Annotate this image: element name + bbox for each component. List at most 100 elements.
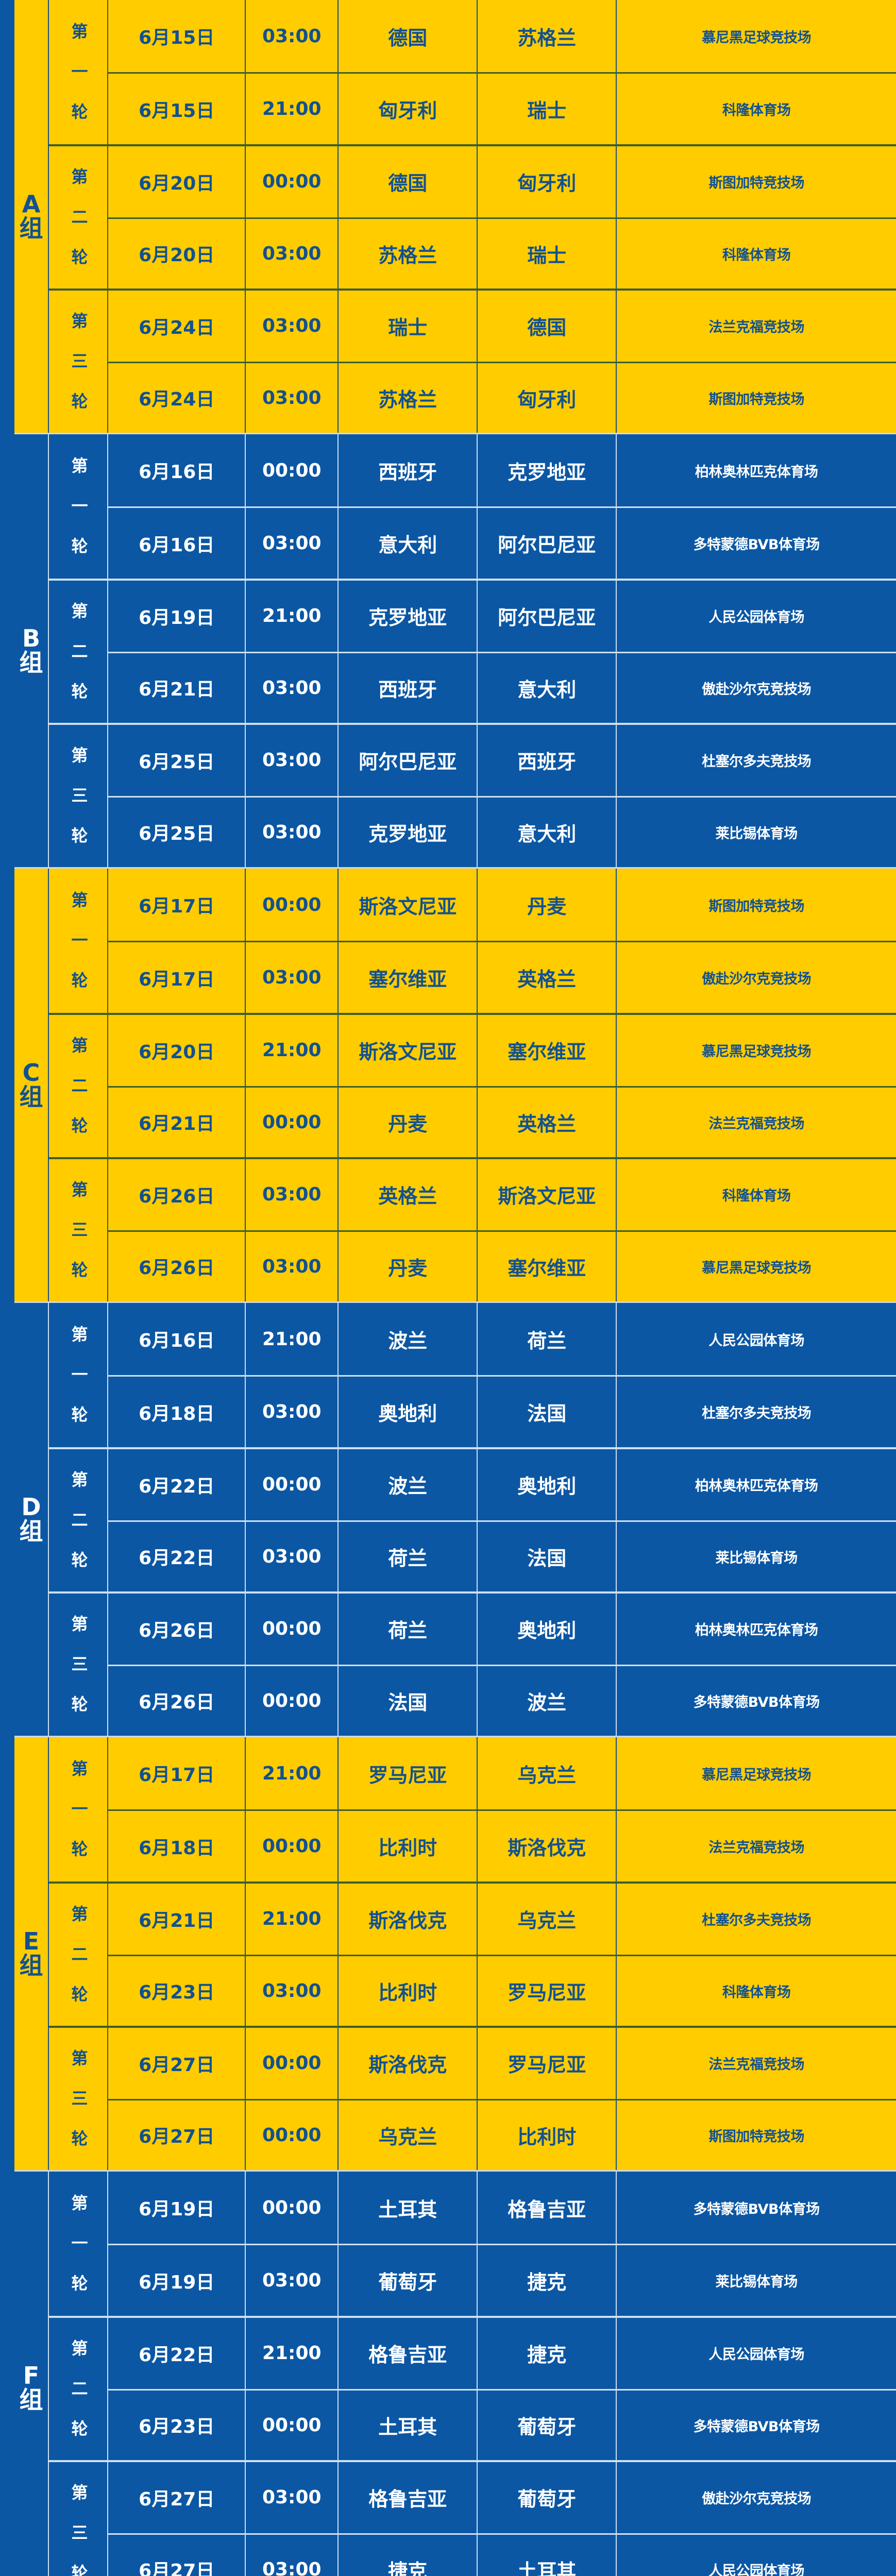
match-date: 6月22日 — [108, 1522, 245, 1591]
match-date: 6月27日 — [108, 2100, 245, 2170]
match-date-text: 6月22日 — [139, 1476, 215, 1497]
match-venue-text: 科隆体育场 — [722, 247, 791, 263]
match-team-home: 波兰 — [337, 1303, 477, 1375]
match-team-away: 阿尔巴尼亚 — [477, 508, 616, 579]
round-label: 第 三 轮 — [69, 2484, 89, 2576]
match-venue-text: 傲赴沙尔克竞技场 — [702, 681, 812, 698]
match-team-away: 瑞士 — [477, 74, 616, 144]
match-team-away-text: 格鲁吉亚 — [508, 2198, 586, 2221]
group-section-e: E 组 第 一 轮 6月17日 21:00 罗马尼亚 乌克兰 慕尼黑足球竞技场 6月18日 00… — [0, 1737, 896, 2172]
match-venue-text: 杜塞尔多夫竞技场 — [702, 754, 812, 770]
table-row[interactable]: 6月18日 00:00 比利时 斯洛伐克 法兰克福竞技场 — [108, 1809, 896, 1882]
table-row[interactable]: 6月21日 03:00 西班牙 意大利 傲赴沙尔克竞技场 — [108, 651, 896, 723]
table-row[interactable]: 6月25日 03:00 阿尔巴尼亚 西班牙 杜塞尔多夫竞技场 — [108, 725, 896, 796]
round-list: 第 一 轮 6月17日 00:00 斯洛文尼亚 丹麦 斯图加特竞技场 6月17日 03:00 塞… — [49, 869, 896, 1301]
match-venue-text: 法兰克福竞技场 — [708, 319, 804, 336]
table-row[interactable]: 6月18日 03:00 奥地利 法国 杜塞尔多夫竞技场 — [108, 1375, 896, 1447]
match-date: 6月17日 — [108, 869, 245, 941]
table-row[interactable]: 6月17日 03:00 塞尔维亚 英格兰 傲赴沙尔克竞技场 — [108, 941, 896, 1013]
match-team-away-text: 罗马尼亚 — [508, 1981, 586, 2004]
match-date: 6月15日 — [108, 74, 245, 144]
match-team-home-text: 奥地利 — [378, 1402, 437, 1425]
group-label-cell-d: D 组 — [0, 1303, 49, 1736]
table-row[interactable]: 6月15日 21:00 匈牙利 瑞士 科隆体育场 — [108, 72, 896, 144]
table-row[interactable]: 6月26日 00:00 法国 波兰 多特蒙德BVB体育场 — [108, 1664, 896, 1736]
table-row[interactable]: 6月17日 21:00 罗马尼亚 乌克兰 慕尼黑足球竞技场 — [108, 1737, 896, 1809]
table-row[interactable]: 6月22日 00:00 波兰 奥地利 柏林奥林匹克体育场 — [108, 1449, 896, 1520]
match-team-away: 法国 — [477, 1377, 616, 1447]
round-block: 第 三 轮 6月27日 00:00 斯洛伐克 罗马尼亚 法兰克福竞技场 6月27日 00:00… — [49, 2026, 896, 2170]
table-row[interactable]: 6月26日 03:00 英格兰 斯洛文尼亚 科隆体育场 — [108, 1159, 896, 1230]
group-letter: E 组 — [19, 1927, 43, 1979]
table-row[interactable]: 6月20日 03:00 苏格兰 瑞士 科隆体育场 — [108, 217, 896, 289]
match-time-text: 03:00 — [262, 1184, 322, 1206]
table-row[interactable]: 6月26日 00:00 荷兰 奥地利 柏林奥林匹克体育场 — [108, 1594, 896, 1665]
table-row[interactable]: 6月25日 03:00 克罗地亚 意大利 莱比锡体育场 — [108, 795, 896, 867]
table-row[interactable]: 6月23日 03:00 比利时 罗马尼亚 科隆体育场 — [108, 1954, 896, 2026]
match-venue-text: 法兰克福竞技场 — [708, 1840, 804, 1856]
table-row[interactable]: 6月16日 03:00 意大利 阿尔巴尼亚 多特蒙德BVB体育场 — [108, 506, 896, 579]
match-venue: 斯图加特竞技场 — [616, 146, 896, 217]
match-date-text: 6月24日 — [139, 389, 215, 411]
round-label-cell: 第 二 轮 — [49, 581, 109, 723]
table-row[interactable]: 6月16日 21:00 波兰 荷兰 人民公园体育场 — [108, 1303, 896, 1375]
group-section-a: A 组第 一 轮 6月15日 03:00 德国 苏格兰 慕尼黑足球竞技场 6月15日 21:0… — [0, 0, 896, 434]
match-team-home-text: 德国 — [388, 26, 428, 49]
match-team-home: 葡萄牙 — [337, 2245, 477, 2316]
table-row[interactable]: 6月15日 03:00 德国 苏格兰 慕尼黑足球竞技场 — [108, 0, 896, 72]
round-label-cell: 第 三 轮 — [49, 2028, 109, 2170]
table-row[interactable]: 6月27日 03:00 捷克 土耳其 人民公园体育场 — [108, 2533, 896, 2576]
match-time: 21:00 — [245, 2318, 337, 2389]
match-team-away-text: 丹麦 — [527, 895, 567, 918]
match-date: 6月17日 — [108, 942, 245, 1013]
match-date-text: 6月24日 — [139, 317, 215, 338]
table-row[interactable]: 6月27日 03:00 格鲁吉亚 葡萄牙 傲赴沙尔克竞技场 — [108, 2462, 896, 2533]
table-row[interactable]: 6月19日 00:00 土耳其 格鲁吉亚 多特蒙德BVB体育场 — [108, 2172, 896, 2244]
match-date: 6月27日 — [108, 2462, 245, 2533]
table-row[interactable]: 6月21日 00:00 丹麦 英格兰 法兰克福竞技场 — [108, 1086, 896, 1157]
match-time: 03:00 — [245, 291, 337, 362]
round-label: 第 一 轮 — [69, 1760, 89, 1859]
match-venue: 莱比锡体育场 — [616, 1521, 896, 1591]
match-time-text: 03:00 — [262, 821, 322, 843]
match-venue-text: 斯图加特竞技场 — [708, 898, 804, 914]
table-row[interactable]: 6月27日 00:00 乌克兰 比利时 斯图加特竞技场 — [108, 2098, 896, 2170]
match-team-away: 斯洛文尼亚 — [477, 1159, 616, 1230]
match-venue-text: 多特蒙德BVB体育场 — [693, 537, 820, 553]
match-team-home-text: 葡萄牙 — [378, 2271, 437, 2294]
table-row[interactable]: 6月27日 00:00 斯洛伐克 罗马尼亚 法兰克福竞技场 — [108, 2028, 896, 2099]
match-time-text: 03:00 — [262, 25, 322, 47]
match-time: 03:00 — [245, 1377, 337, 1447]
table-row[interactable]: 6月26日 03:00 丹麦 塞尔维亚 慕尼黑足球竞技场 — [108, 1230, 896, 1301]
round-block: 第 三 轮 6月25日 03:00 阿尔巴尼亚 西班牙 杜塞尔多夫竞技场 6月25日 03:0… — [49, 723, 896, 867]
match-time: 03:00 — [245, 942, 337, 1013]
match-venue: 傲赴沙尔克竞技场 — [616, 2462, 896, 2533]
table-row[interactable]: 6月19日 21:00 克罗地亚 阿尔巴尼亚 人民公园体育场 — [108, 581, 896, 652]
table-row[interactable]: 6月24日 03:00 苏格兰 匈牙利 斯图加特竞技场 — [108, 361, 896, 433]
round-list: 第 一 轮 6月16日 00:00 西班牙 克罗地亚 柏林奥林匹克体育场 6月16日 03:0… — [49, 434, 896, 867]
match-venue-text: 人民公园体育场 — [708, 1332, 804, 1349]
table-row[interactable]: 6月16日 00:00 西班牙 克罗地亚 柏林奥林匹克体育场 — [108, 434, 896, 506]
match-team-home-text: 罗马尼亚 — [368, 1764, 447, 1787]
match-team-away-text: 罗马尼亚 — [508, 2054, 586, 2077]
match-date-text: 6月20日 — [139, 245, 215, 266]
match-team-away-text: 阿尔巴尼亚 — [498, 534, 596, 556]
table-row[interactable]: 6月22日 03:00 荷兰 法国 莱比锡体育场 — [108, 1520, 896, 1591]
match-time-text: 21:00 — [262, 1328, 322, 1350]
table-row[interactable]: 6月23日 00:00 土耳其 葡萄牙 多特蒙德BVB体育场 — [108, 2388, 896, 2460]
table-row[interactable]: 6月24日 03:00 瑞士 德国 法兰克福竞技场 — [108, 291, 896, 362]
table-row[interactable]: 6月19日 03:00 葡萄牙 捷克 莱比锡体育场 — [108, 2244, 896, 2316]
match-date-text: 6月22日 — [139, 1548, 215, 1569]
match-venue-text: 慕尼黑足球竞技场 — [702, 1044, 812, 1060]
match-time: 00:00 — [245, 1811, 337, 1882]
match-time: 00:00 — [245, 1087, 337, 1157]
table-row[interactable]: 6月17日 00:00 斯洛文尼亚 丹麦 斯图加特竞技场 — [108, 869, 896, 941]
table-row[interactable]: 6月21日 21:00 斯洛伐克 乌克兰 杜塞尔多夫竞技场 — [108, 1884, 896, 1955]
match-venue: 人民公园体育场 — [616, 2534, 896, 2576]
match-team-home: 斯洛伐克 — [337, 1884, 477, 1955]
table-row[interactable]: 6月20日 21:00 斯洛文尼亚 塞尔维亚 慕尼黑足球竞技场 — [108, 1015, 896, 1086]
match-team-away: 德国 — [477, 291, 616, 362]
match-team-home-text: 斯洛文尼亚 — [359, 1041, 457, 1064]
table-row[interactable]: 6月20日 00:00 德国 匈牙利 斯图加特竞技场 — [108, 146, 896, 217]
table-row[interactable]: 6月22日 21:00 格鲁吉亚 捷克 人民公园体育场 — [108, 2318, 896, 2389]
